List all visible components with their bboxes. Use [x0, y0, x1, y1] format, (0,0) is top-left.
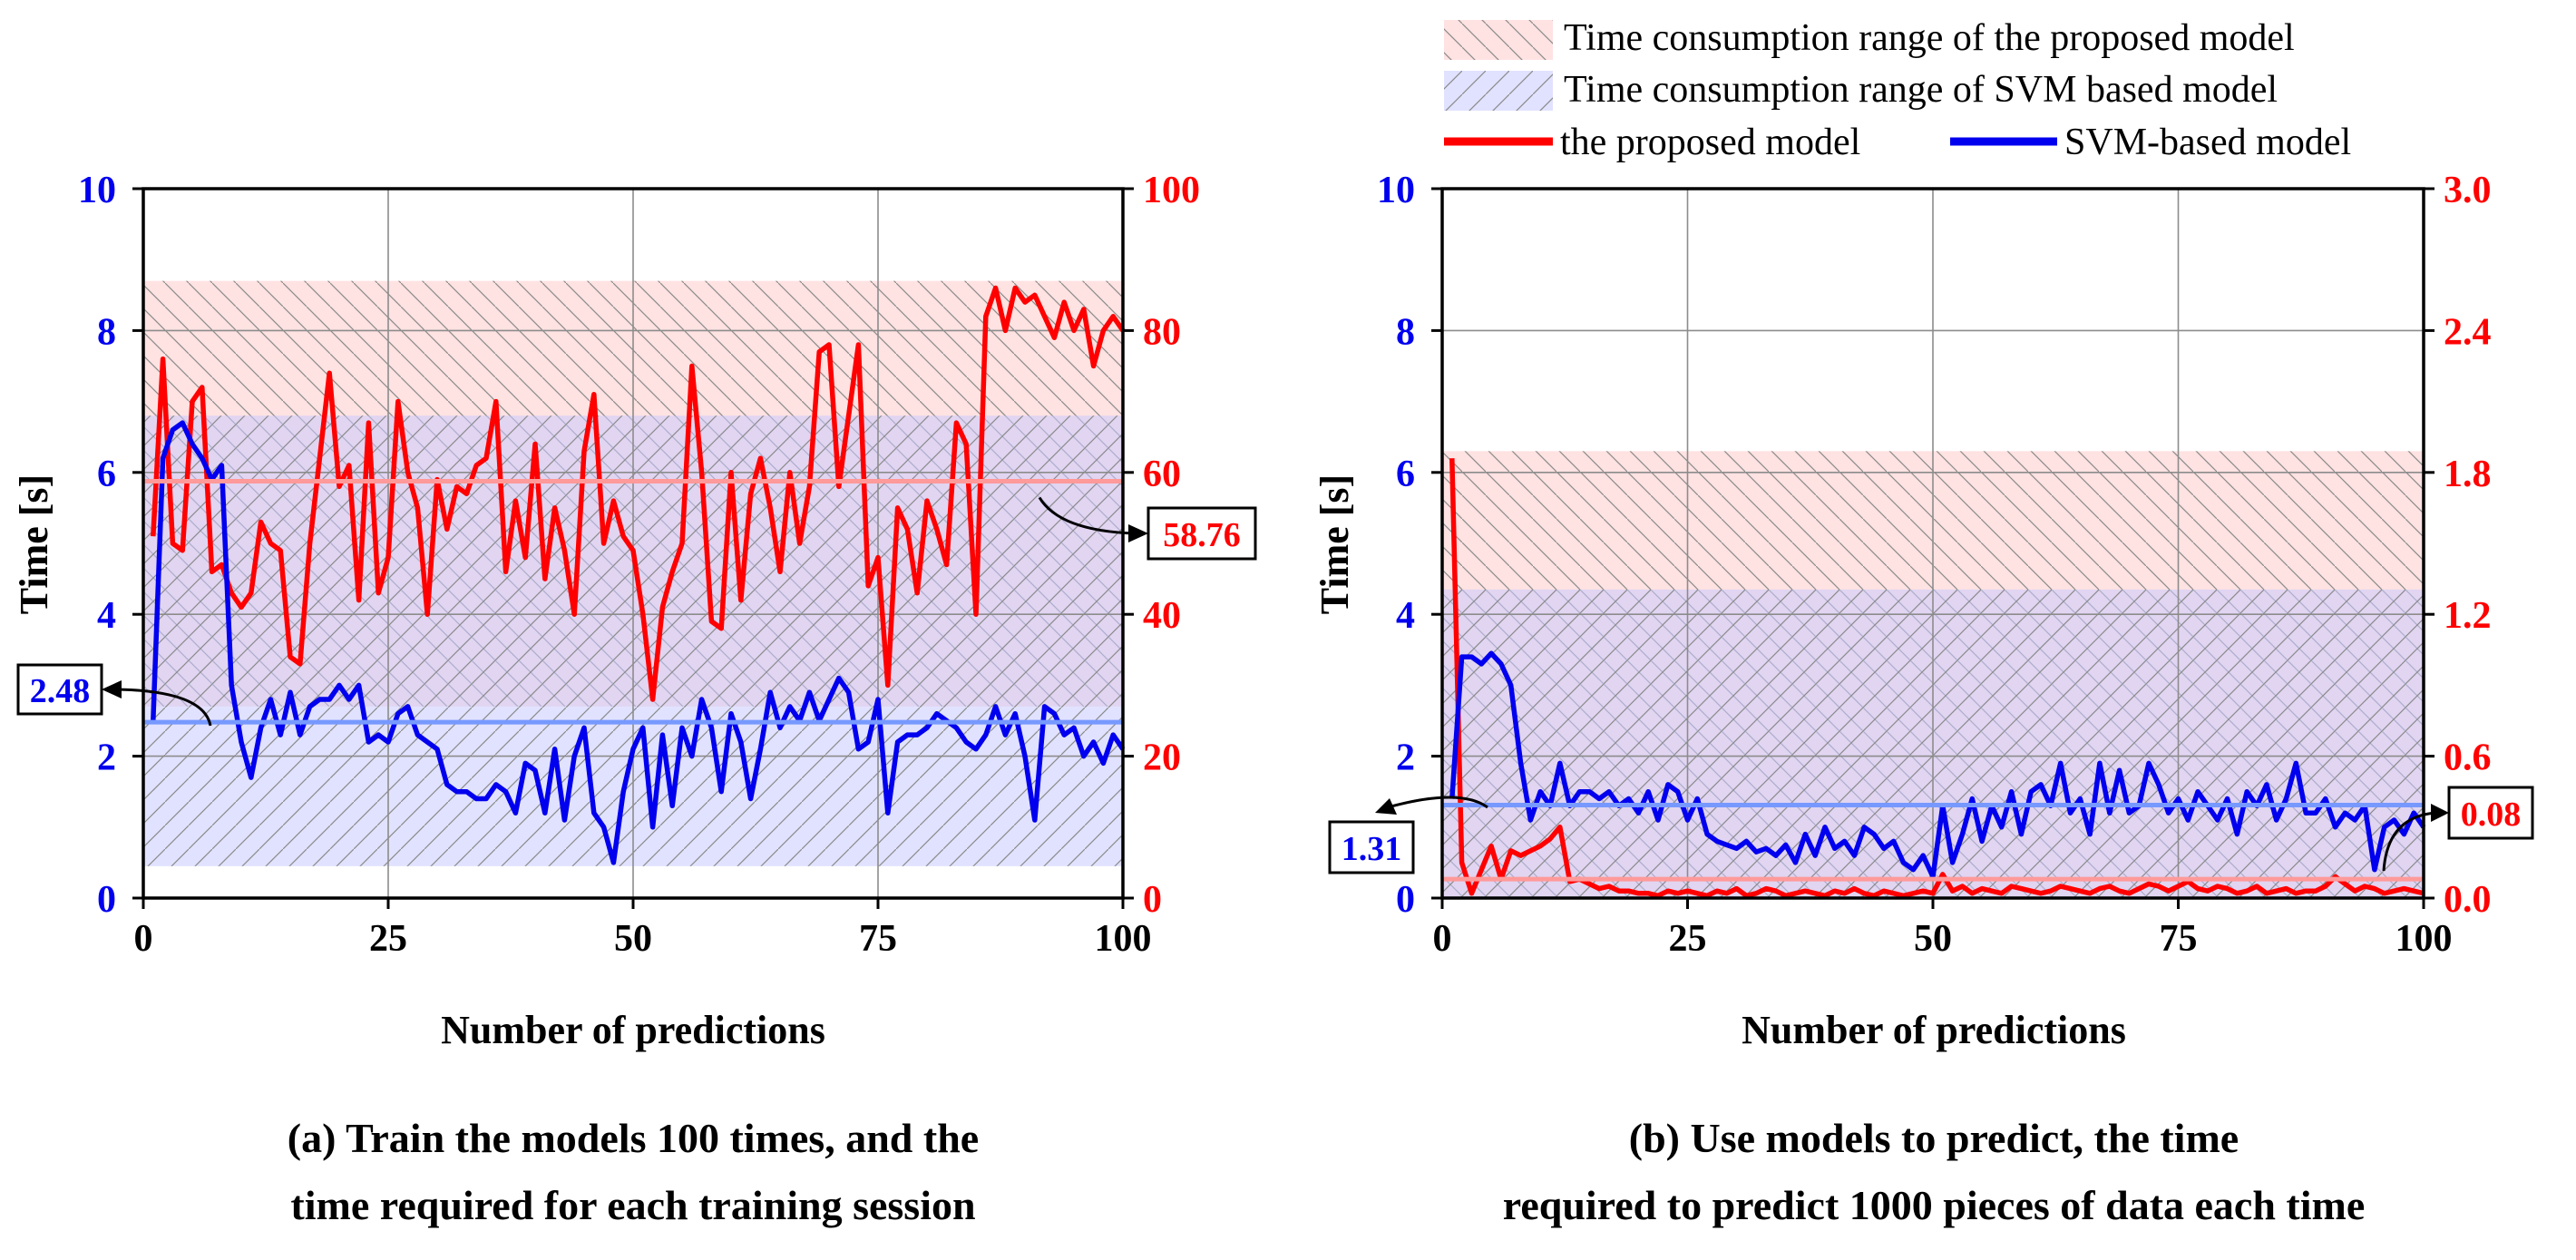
panel-a-svm-average-label: 2.48: [30, 672, 91, 710]
legend-proposed-line-label: the proposed model: [1560, 122, 1860, 163]
panel-b-y-left-tick-label: 0: [1396, 879, 1415, 921]
panel-a-proposed-series-line: [151, 285, 1126, 702]
panel-a-y-right-tick-label: 0: [1143, 879, 1162, 921]
panel-b-x-tick-label: 100: [2395, 918, 2453, 960]
panel-b-svm-average-arrowhead: [1375, 798, 1397, 815]
panel-a-x-tick-label: 25: [369, 918, 407, 960]
panel-a-y-left-tick-label: 6: [97, 454, 116, 495]
panel-b-y-right-tick-label: 1.2: [2444, 595, 2492, 637]
panel-a-x-tick-label: 50: [614, 918, 652, 960]
panel-b-x-tick-label: 50: [1914, 918, 1952, 960]
legend: Time consumption range of the proposed m…: [1444, 17, 2351, 163]
panel-a-y-left-tick-label: 0: [97, 879, 116, 921]
panel-a-y-right-tick-label: 40: [1143, 595, 1181, 637]
panel-a-caption-line1: (a) Train the models 100 times, and the: [288, 1115, 979, 1161]
panel-a-proposed-average-arrowhead: [1128, 524, 1148, 542]
panel-b-proposed-series-line: [1449, 458, 2425, 899]
panel-a-y-left-tick-label: 10: [78, 170, 116, 211]
legend-svm-line-label: SVM-based model: [2064, 122, 2351, 163]
panel-b-y-left-tick-label: 10: [1377, 170, 1415, 211]
panel-b-ylabel: Time [s]: [1312, 474, 1357, 614]
panel-a-x-tick-label: 75: [859, 918, 897, 960]
legend-svm-range-label: Time consumption range of SVM based mode…: [1564, 69, 2278, 111]
panel-a-proposed-average-arrow: [1038, 496, 1135, 535]
legend-proposed-range-label: Time consumption range of the proposed m…: [1564, 17, 2295, 59]
panel-a-svm-average-arrow: [117, 688, 212, 727]
panel-b-y-left-tick-label: 6: [1396, 454, 1415, 495]
panel-a-x-tick-label: 0: [134, 918, 153, 960]
panel-a-svm-average-arrowhead: [102, 680, 122, 698]
panel-b-proposed-average-arrowhead: [2431, 804, 2449, 822]
panel-a-y-right-tick-label: 60: [1143, 454, 1181, 495]
panel-b-svm-average-label: 1.31: [1342, 830, 1402, 868]
panel-b-svm-average-box: [1328, 820, 1415, 874]
panel-a-y-right-tick-label: 100: [1143, 170, 1200, 211]
panel-a-xlabel: Number of predictions: [441, 1008, 825, 1052]
panel-b-x-tick-label: 0: [1433, 918, 1452, 960]
panel-b-y-right-tick-label: 0.0: [2444, 879, 2492, 921]
panel-b-caption-line1: (b) Use models to predict, the time: [1629, 1115, 2239, 1161]
panel-b-caption-line2: required to predict 1000 pieces of data …: [1503, 1182, 2366, 1228]
panel-a-svm-series-line: [151, 420, 1126, 865]
panel-a-y-left-tick-label: 2: [97, 737, 116, 779]
panel-b-xlabel: Number of predictions: [1742, 1008, 2126, 1052]
panel-b-svm-average-arrow: [1387, 796, 1488, 809]
panel-a-y-left-tick-label: 4: [97, 595, 116, 637]
panel-b-svm-series-line: [1449, 650, 2426, 880]
panel-a-x-tick-label: 100: [1095, 918, 1152, 960]
panel-b: 0 25 50 75 100 0 2 4 6 8 10 0.0 0.6 1.2 1.8 2.4 3.0 1.31 0…: [1328, 170, 2534, 960]
panel-b-y-left-tick-label: 8: [1396, 311, 1415, 353]
panel-b-x-tick-label: 25: [1669, 918, 1707, 960]
panel-a-svm-average-box: [16, 663, 103, 716]
panel-a-y-right-tick-label: 20: [1143, 737, 1181, 779]
panel-b-proposed-average-arrow: [2382, 811, 2437, 872]
panel-a-proposed-average-label: 58.76: [1163, 516, 1241, 554]
panel-b-y-right-tick-label: 3.0: [2444, 170, 2492, 211]
panel-b-y-right-tick-label: 2.4: [2444, 311, 2492, 353]
panel-a-proposed-average-box: [1147, 506, 1257, 561]
panel-b-y-left-tick-label: 4: [1396, 595, 1415, 637]
panel-b-proposed-average-label: 0.08: [2461, 796, 2522, 834]
panel-b-proposed-average-box: [2447, 786, 2534, 840]
panel-a-y-left-tick-label: 8: [97, 311, 116, 353]
panel-a-y-right-tick-label: 80: [1143, 311, 1181, 353]
panel-b-x-tick-label: 75: [2160, 918, 2198, 960]
panel-a-caption-line2: time required for each training session: [290, 1182, 975, 1228]
panel-b-y-right-tick-label: 1.8: [2444, 454, 2492, 495]
panel-b-y-right-tick-label: 0.6: [2444, 737, 2492, 779]
panel-b-y-left-tick-label: 2: [1396, 737, 1415, 779]
panel-a-ylabel: Time [s]: [12, 474, 56, 614]
